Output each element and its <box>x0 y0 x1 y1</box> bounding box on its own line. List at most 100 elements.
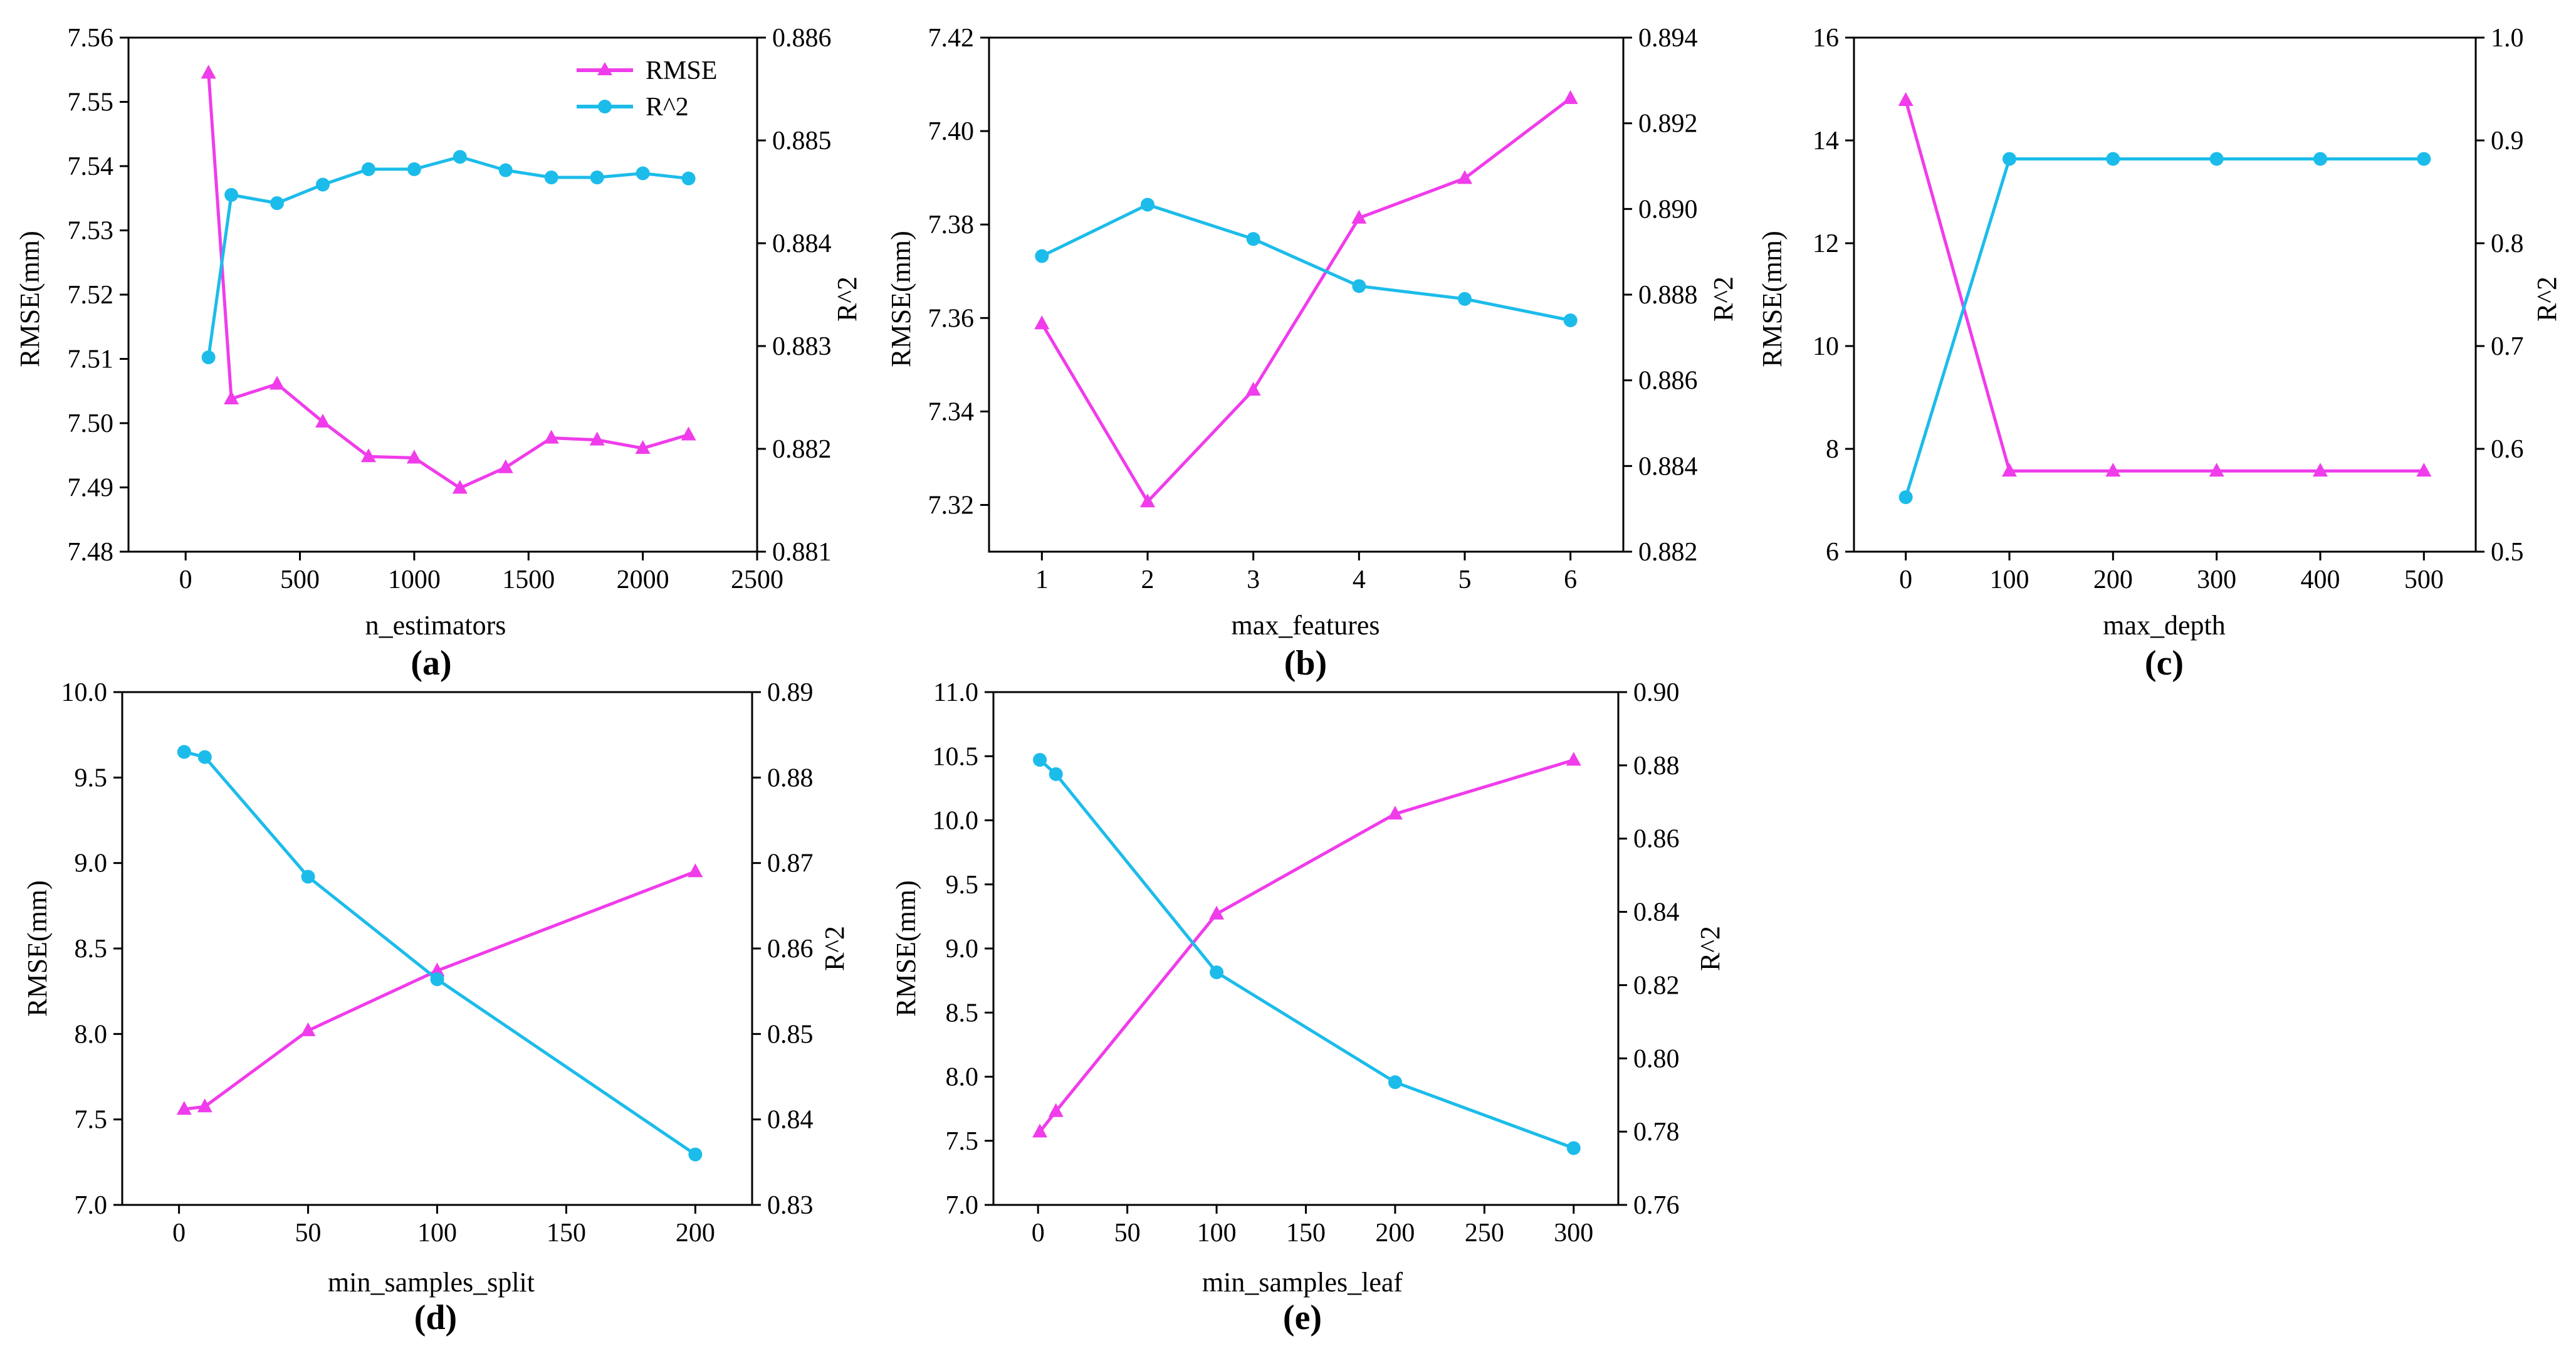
y-left-tick-label: 9.5 <box>75 764 108 792</box>
panel-c-label: (c) <box>2145 644 2184 683</box>
x-tick-label: 50 <box>1114 1219 1141 1248</box>
y-left-tick-label: 9.5 <box>946 871 979 900</box>
data-point-rmse <box>452 480 468 494</box>
data-point-r2 <box>1049 767 1063 781</box>
data-point-r2 <box>498 163 513 177</box>
y-right-tick-label: 0.84 <box>1633 898 1680 927</box>
data-point-rmse <box>1898 92 1914 107</box>
data-point-r2 <box>2003 152 2016 166</box>
data-point-r2 <box>2313 152 2327 166</box>
y-right-tick-label: 0.83 <box>767 1191 814 1220</box>
y-right-tick-label: 0.85 <box>767 1020 814 1049</box>
x-tick-label: 200 <box>2093 565 2133 594</box>
y-right-tick-label: 0.87 <box>767 849 814 878</box>
panel-c-ylabel-left: RMSE(mm) <box>1757 231 1788 367</box>
y-right-tick-label: 0.881 <box>772 538 832 567</box>
y-left-tick-label: 7.50 <box>68 409 114 438</box>
data-point-rmse <box>1209 905 1225 920</box>
y-right-tick-label: 0.5 <box>2491 538 2524 567</box>
panel-b-xlabel: max_features <box>1232 610 1380 641</box>
y-left-tick-label: 7.0 <box>946 1191 979 1220</box>
x-tick-label: 4 <box>1353 565 1366 594</box>
y-left-tick-label: 8.5 <box>75 935 108 964</box>
y-right-tick-label: 0.882 <box>1638 538 1698 567</box>
y-left-tick-label: 8.0 <box>946 1063 979 1092</box>
legend-rmse-label: RMSE <box>646 56 717 85</box>
data-point-r2 <box>316 177 330 192</box>
data-point-r2 <box>2417 152 2431 166</box>
y-right-tick-label: 0.884 <box>772 229 832 258</box>
data-point-r2 <box>1898 490 1913 505</box>
y-right-tick-label: 0.90 <box>1633 678 1680 707</box>
data-point-rmse <box>2313 463 2328 477</box>
data-point-r2 <box>224 187 239 202</box>
data-point-rmse <box>201 65 216 79</box>
x-tick-label: 0 <box>1032 1219 1045 1248</box>
x-tick-label: 150 <box>547 1219 586 1248</box>
x-tick-label: 3 <box>1247 565 1260 594</box>
y-left-tick-label: 9.0 <box>946 935 979 964</box>
x-tick-label: 250 <box>1465 1219 1504 1248</box>
panel-a-ylabel-left: RMSE(mm) <box>14 231 45 367</box>
y-right-tick-label: 0.7 <box>2491 332 2524 361</box>
y-right-tick-label: 0.9 <box>2491 127 2524 155</box>
data-point-rmse <box>1245 382 1261 396</box>
data-point-r2 <box>1563 313 1578 327</box>
data-point-r2 <box>1035 249 1049 263</box>
x-tick-label: 2 <box>1141 565 1154 594</box>
x-tick-label: 2000 <box>617 565 669 594</box>
data-point-rmse <box>635 439 651 454</box>
panel-b-ylabel-left: RMSE(mm) <box>886 231 916 367</box>
data-point-rmse <box>2209 463 2224 477</box>
data-point-rmse <box>1457 170 1472 184</box>
y-left-tick-label: 12 <box>1813 229 1839 258</box>
y-left-tick-label: 8.0 <box>75 1020 108 1049</box>
y-left-tick-label: 10 <box>1813 332 1839 361</box>
y-left-tick-label: 7.38 <box>928 211 975 239</box>
y-left-tick-label: 6 <box>1826 538 1839 567</box>
y-right-tick-label: 0.892 <box>1638 110 1698 139</box>
panel-b-ylabel-right: R^2 <box>1708 276 1739 322</box>
y-right-tick-label: 0.88 <box>767 764 814 792</box>
data-point-rmse <box>1387 806 1403 820</box>
panel-a-ylabel-right: R^2 <box>832 276 862 322</box>
y-left-tick-label: 10.0 <box>61 678 108 707</box>
data-point-rmse <box>589 431 605 446</box>
y-right-tick-label: 0.78 <box>1633 1118 1680 1147</box>
x-tick-label: 100 <box>1197 1219 1237 1248</box>
y-left-tick-label: 7.42 <box>928 24 975 53</box>
y-left-tick-label: 7.51 <box>68 345 114 374</box>
data-point-rmse <box>2002 463 2017 477</box>
data-point-rmse <box>1140 493 1155 508</box>
x-tick-label: 200 <box>1375 1219 1415 1248</box>
x-tick-label: 500 <box>280 565 320 594</box>
y-left-tick-label: 7.55 <box>68 88 114 117</box>
y-left-tick-label: 7.49 <box>68 474 114 503</box>
plot-frame <box>1853 36 2477 553</box>
data-point-rmse <box>1563 90 1578 104</box>
data-point-r2 <box>1141 197 1154 212</box>
panel-d-ylabel-left: RMSE(mm) <box>22 880 53 1017</box>
data-point-r2 <box>2106 152 2120 166</box>
data-point-rmse <box>224 391 239 405</box>
data-point-r2 <box>453 150 467 164</box>
y-left-tick-label: 7.34 <box>928 397 975 426</box>
data-point-r2 <box>544 171 558 185</box>
y-left-tick-label: 7.36 <box>928 304 975 333</box>
panel-0-plot: 0 500 1000 1500 2000 2500 7.48 7.49 7.50 7.51 7.52… <box>68 24 832 594</box>
data-point-rmse <box>688 863 703 878</box>
panel-a: n_estimators (a) RMSE(mm) R^2 RMSE R^2 <box>14 56 862 683</box>
data-point-rmse <box>2105 463 2121 477</box>
x-tick-label: 100 <box>417 1219 457 1248</box>
y-right-tick-label: 0.884 <box>1638 452 1698 481</box>
x-tick-label: 0 <box>172 1219 186 1248</box>
panel-2-plot: 0 100 200 300 400 500 6 8 10 12 14 16 0.5 0.6 0.7 0.8 0.… <box>1813 24 2524 594</box>
data-point-r2 <box>688 1147 703 1162</box>
data-point-r2 <box>430 972 444 987</box>
data-point-rmse <box>360 448 376 463</box>
y-left-tick-label: 9.0 <box>75 849 108 878</box>
y-left-tick-label: 10.5 <box>933 742 979 771</box>
panel-c-xlabel: max_depth <box>2103 610 2226 641</box>
